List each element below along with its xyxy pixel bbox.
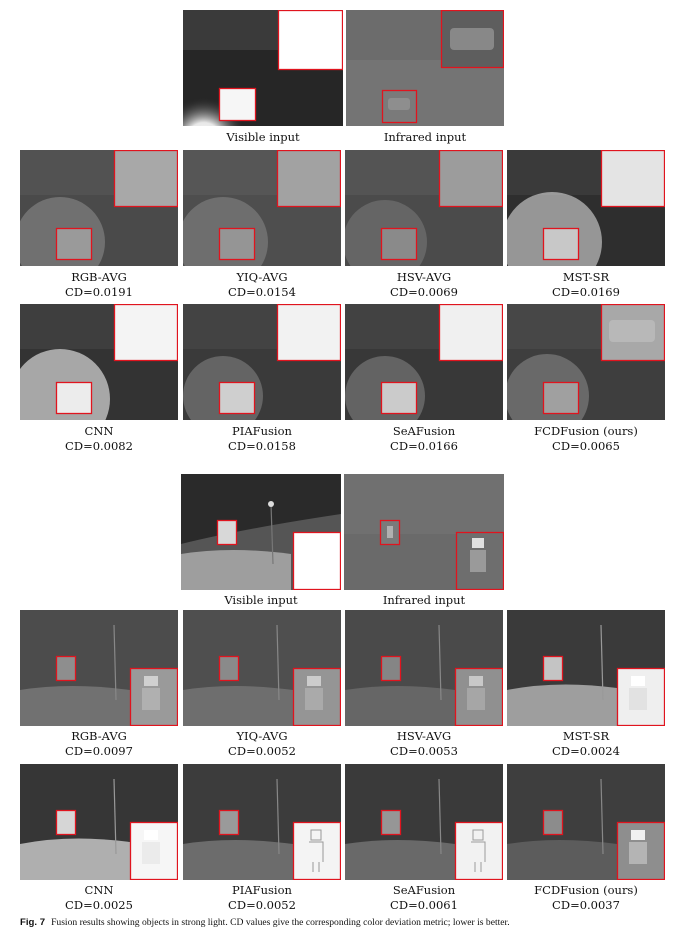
scene1-result-cnn	[20, 304, 178, 420]
figure-label: Fig. 7	[20, 917, 46, 928]
scene2-infrared-label: Infrared input	[382, 593, 466, 607]
scene2-result-mst-sr	[507, 610, 665, 726]
scene2-result-rgb-avg	[20, 610, 178, 726]
scene2-result-seafusion	[345, 764, 503, 880]
scene2-result-fcdfusion	[507, 764, 665, 880]
scene1-caption-rgb-avg: RGB-AVG CD=0.0191	[65, 270, 133, 299]
scene2-visible-label: Visible input	[224, 593, 298, 607]
scene1-result-hsv-avg	[345, 150, 503, 266]
scene2-result-cnn	[20, 764, 178, 880]
scene1-result-mst-sr	[507, 150, 665, 266]
scene1-caption-fcdfusion: FCDFusion (ours) CD=0.0065	[534, 424, 638, 453]
scene2-result-hsv-avg	[345, 610, 503, 726]
scene2-caption-yiq-avg: YIQ-AVG CD=0.0052	[228, 729, 296, 758]
figure-caption: Fig. 7 Fusion results showing objects in …	[20, 917, 665, 928]
scene1-infrared-image	[346, 10, 504, 126]
scene2-caption-cnn: CNN CD=0.0025	[65, 883, 133, 912]
scene2-result-piafusion	[183, 764, 341, 880]
scene1-visible-label: Visible input	[226, 130, 300, 144]
scene1-visible-image	[183, 10, 343, 126]
scene1-caption-piafusion: PIAFusion CD=0.0158	[228, 424, 296, 453]
scene2-caption-rgb-avg: RGB-AVG CD=0.0097	[65, 729, 133, 758]
scene1-result-fcdfusion	[507, 304, 665, 420]
figure-caption-text: Fusion results showing objects in strong…	[51, 917, 510, 928]
scene2-result-yiq-avg	[183, 610, 341, 726]
scene2-caption-mst-sr: MST-SR CD=0.0024	[552, 729, 620, 758]
scene1-caption-yiq-avg: YIQ-AVG CD=0.0154	[228, 270, 296, 299]
scene2-infrared-image	[344, 474, 504, 590]
scene1-caption-mst-sr: MST-SR CD=0.0169	[552, 270, 620, 299]
scene1-caption-cnn: CNN CD=0.0082	[65, 424, 133, 453]
scene1-infrared-label: Infrared input	[383, 130, 467, 144]
scene2-caption-hsv-avg: HSV-AVG CD=0.0053	[390, 729, 458, 758]
scene2-caption-seafusion: SeAFusion CD=0.0061	[390, 883, 458, 912]
scene2-visible-image	[181, 474, 341, 590]
scene1-result-rgb-avg	[20, 150, 178, 266]
scene1-caption-seafusion: SeAFusion CD=0.0166	[390, 424, 458, 453]
scene1-result-piafusion	[183, 304, 341, 420]
scene2-caption-piafusion: PIAFusion CD=0.0052	[228, 883, 296, 912]
scene1-result-yiq-avg	[183, 150, 341, 266]
scene2-caption-fcdfusion: FCDFusion (ours) CD=0.0037	[534, 883, 638, 912]
scene1-result-seafusion	[345, 304, 503, 420]
scene1-caption-hsv-avg: HSV-AVG CD=0.0069	[390, 270, 458, 299]
